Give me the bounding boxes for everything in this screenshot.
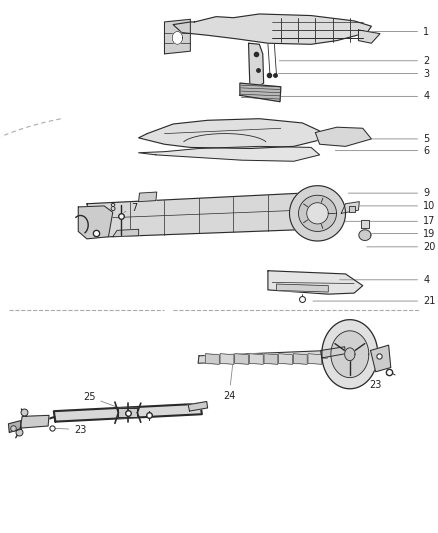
Polygon shape: [248, 43, 264, 86]
Polygon shape: [279, 354, 293, 365]
Polygon shape: [20, 415, 49, 428]
Text: 19: 19: [367, 229, 435, 239]
Text: 23: 23: [370, 374, 388, 390]
Polygon shape: [205, 354, 219, 365]
Text: 4: 4: [264, 91, 429, 101]
Polygon shape: [307, 203, 328, 224]
Text: 8: 8: [98, 203, 116, 215]
Text: 17: 17: [331, 216, 435, 227]
Text: 4: 4: [340, 275, 429, 285]
Polygon shape: [322, 320, 378, 389]
Polygon shape: [78, 206, 113, 239]
Polygon shape: [138, 192, 157, 201]
Text: 6: 6: [336, 146, 429, 156]
Text: 20: 20: [367, 242, 435, 252]
Polygon shape: [138, 119, 320, 149]
Polygon shape: [87, 193, 311, 237]
Polygon shape: [173, 14, 371, 44]
Text: 1: 1: [361, 27, 429, 37]
Text: 10: 10: [336, 201, 435, 211]
Text: 2: 2: [279, 56, 429, 66]
Polygon shape: [321, 347, 346, 358]
Polygon shape: [113, 229, 138, 237]
Polygon shape: [188, 401, 208, 411]
Polygon shape: [308, 354, 322, 365]
Polygon shape: [371, 345, 391, 372]
Polygon shape: [299, 195, 336, 231]
Polygon shape: [235, 354, 248, 365]
Polygon shape: [290, 185, 346, 241]
Polygon shape: [220, 354, 234, 365]
Polygon shape: [276, 284, 328, 292]
Text: 7: 7: [124, 203, 138, 213]
Text: 9: 9: [348, 188, 429, 198]
Polygon shape: [331, 331, 369, 377]
Polygon shape: [198, 351, 328, 364]
Polygon shape: [249, 354, 263, 365]
Polygon shape: [264, 354, 278, 365]
Polygon shape: [341, 201, 359, 213]
Polygon shape: [358, 30, 380, 43]
Polygon shape: [118, 408, 138, 417]
Text: 3: 3: [279, 69, 429, 78]
Polygon shape: [240, 83, 281, 102]
Polygon shape: [360, 220, 369, 228]
Polygon shape: [293, 354, 307, 365]
Text: 25: 25: [83, 392, 125, 410]
Polygon shape: [359, 230, 371, 240]
Polygon shape: [8, 421, 21, 432]
Text: 23: 23: [54, 425, 87, 435]
Text: 24: 24: [223, 361, 235, 401]
Polygon shape: [138, 147, 320, 161]
Polygon shape: [345, 348, 355, 361]
Polygon shape: [165, 19, 191, 54]
Text: 5: 5: [325, 134, 429, 144]
Polygon shape: [268, 271, 363, 294]
Polygon shape: [172, 31, 183, 44]
Polygon shape: [54, 403, 202, 422]
Text: 21: 21: [313, 296, 435, 306]
Polygon shape: [315, 127, 371, 147]
